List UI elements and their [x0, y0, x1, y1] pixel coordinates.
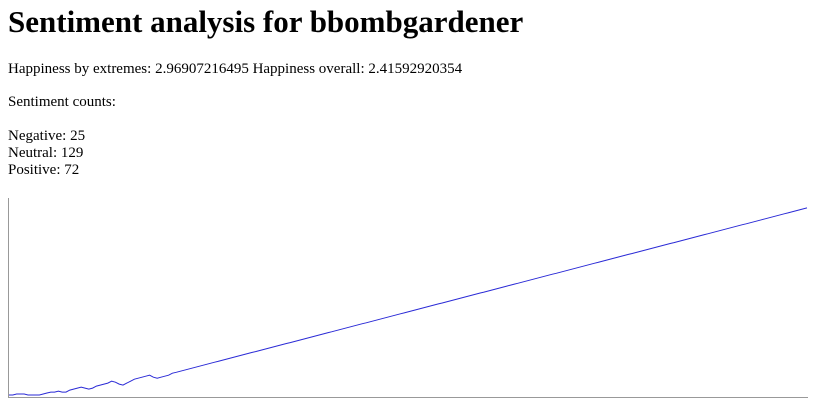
happiness-overall-value: 2.41592920354 — [368, 61, 463, 77]
positive-value: 72 — [64, 162, 80, 178]
happiness-extremes-value: 2.96907216495 — [155, 61, 249, 77]
negative-label: Negative: — [8, 128, 67, 144]
neutral-count: Neutral: 129 — [8, 145, 83, 162]
positive-label: Positive: — [8, 162, 61, 178]
page-title: Sentiment analysis for bbombgardener — [8, 4, 524, 39]
positive-count: Positive: 72 — [8, 162, 79, 179]
neutral-label: Neutral: — [8, 145, 58, 161]
happiness-extremes-label: Happiness by extremes: — [8, 61, 152, 77]
sentiment-chart — [8, 198, 808, 398]
sentiment-counts-label: Sentiment counts: — [8, 94, 116, 110]
happiness-summary: Happiness by extremes: 2.96907216495 Hap… — [8, 61, 462, 78]
negative-value: 25 — [70, 128, 86, 144]
neutral-value: 129 — [60, 145, 84, 161]
sentiment-line-chart — [8, 198, 808, 398]
happiness-overall-label: Happiness overall: — [252, 61, 365, 77]
negative-count: Negative: 25 — [8, 128, 85, 145]
sentiment-series-line — [9, 207, 808, 396]
